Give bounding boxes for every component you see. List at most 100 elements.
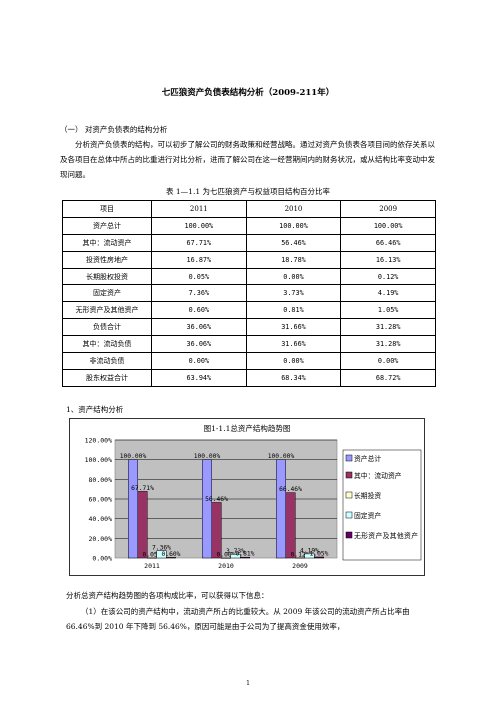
cell-value: 3.73% xyxy=(245,284,342,303)
data-label: 100.00% xyxy=(268,453,295,460)
data-label: 7.36% xyxy=(152,544,171,551)
row-label: 长期股权投资 xyxy=(62,267,152,286)
bar xyxy=(304,553,315,559)
legend-label: 资产总计 xyxy=(354,454,381,463)
cell-value: 16.13% xyxy=(340,250,436,269)
cell-value: 66.46% xyxy=(340,233,436,252)
cell-value: 7.36% xyxy=(151,284,247,303)
legend-swatch xyxy=(345,491,353,499)
cell-value: 100.00% xyxy=(151,216,247,235)
bar xyxy=(137,491,148,559)
document-title: 七匹狼资产负债表结构分析（2009-211年） xyxy=(161,88,335,98)
bar xyxy=(285,492,296,559)
bar xyxy=(166,557,176,559)
y-tick-label: 100.00% xyxy=(85,456,112,464)
row-label: 股东权益合计 xyxy=(62,368,152,387)
cell-value: 68.72% xyxy=(340,368,436,387)
row-label: 其中：流动负债 xyxy=(62,335,152,354)
data-label: 100.00% xyxy=(120,453,147,460)
cell-value: 31.28% xyxy=(340,318,436,337)
cell-value: 2011 xyxy=(151,200,247,218)
row-label: 非流动负债 xyxy=(62,352,152,370)
cell-value: 2009 xyxy=(340,200,436,218)
cell-value: 63.94% xyxy=(151,368,247,387)
table-row: 其中：流动负债 36.06% 31.66% 31.28% xyxy=(62,335,436,354)
cell-value: 1.05% xyxy=(340,301,436,320)
data-label: 0.81% xyxy=(236,551,255,558)
x-tick-label: 2009 xyxy=(292,562,308,570)
table-row: 负债合计 36.06% 31.66% 31.28% xyxy=(62,318,436,337)
x-tick-label: 2010 xyxy=(218,562,234,570)
y-tick-label: 0.00% xyxy=(92,555,112,563)
table-row: 固定资产 7.36% 3.73% 4.19% xyxy=(62,284,436,303)
section-heading: （一） 对资产负债表的结构分析 xyxy=(60,125,168,134)
bar xyxy=(128,459,138,559)
cell-value: 18.78% xyxy=(245,250,342,269)
intro-paragraph: 分析资产负债表的结构，可以初步了解公司的财务政策和经营战略。通过对资产负债表各项… xyxy=(60,140,435,179)
row-label: 投资性房地产 xyxy=(62,250,152,269)
table-row: 长期股权投资 0.05% 0.00% 0.12% xyxy=(62,267,436,286)
cell-value: 2010 xyxy=(245,200,342,218)
cell-value: 31.66% xyxy=(245,318,342,337)
cell-value: 68.34% xyxy=(245,368,342,387)
cell-value: 100.00% xyxy=(340,216,436,235)
row-label: 负债合计 xyxy=(62,318,152,337)
legend-swatch xyxy=(345,531,353,539)
row-label: 项目 xyxy=(62,200,152,218)
legend-label: 无形资产及其他资产 xyxy=(354,531,418,540)
y-tick-label: 80.00% xyxy=(89,476,113,484)
y-tick-label: 40.00% xyxy=(89,515,113,523)
legend-label: 其中：流动资产 xyxy=(354,471,402,480)
row-label: 无形资产及其他资产 xyxy=(62,301,152,320)
data-label: 0.05% xyxy=(143,551,162,558)
bar xyxy=(230,554,241,559)
data-label: 0.00% xyxy=(217,552,236,559)
cell-value: 36.06% xyxy=(151,335,247,354)
cell-value: 67.71% xyxy=(151,233,247,252)
cell-value: 0.00% xyxy=(245,267,342,286)
legend-label: 固定资产 xyxy=(354,511,381,520)
chart-title: 图1-1.1总资产结构趋势图 xyxy=(204,423,291,433)
legend xyxy=(342,449,422,561)
bar xyxy=(156,550,167,559)
cell-value: 0.00% xyxy=(245,352,342,370)
row-label: 固定资产 xyxy=(62,284,152,303)
cell-value: 16.87% xyxy=(151,250,247,269)
cell-value: 0.81% xyxy=(245,301,342,320)
legend-swatch xyxy=(345,511,353,519)
bar xyxy=(211,502,222,559)
table-row: 股东权益合计 63.94% 68.34% 68.72% xyxy=(62,368,436,387)
row-label: 资产总计 xyxy=(62,216,152,235)
cell-value: 0.00% xyxy=(340,352,436,370)
cell-value: 100.00% xyxy=(245,216,342,235)
y-tick-label: 20.00% xyxy=(89,535,113,543)
bar xyxy=(276,459,286,559)
table-row: 其中：流动资产 67.71% 56.46% 66.46% xyxy=(62,233,436,252)
data-label: 4.19% xyxy=(300,547,319,554)
data-label: 0.12% xyxy=(291,551,310,558)
table-row: 非流动负债 0.00% 0.00% 0.00% xyxy=(62,352,436,370)
cell-value: 4.19% xyxy=(340,284,436,303)
cell-value: 0.60% xyxy=(151,301,247,320)
cell-value: 31.28% xyxy=(340,335,436,354)
cell-value: 31.66% xyxy=(245,335,342,354)
bar xyxy=(240,556,250,559)
cell-value: 36.06% xyxy=(151,318,247,337)
bar xyxy=(314,556,324,559)
cell-value: 0.00% xyxy=(151,352,247,370)
y-tick-label: 60.00% xyxy=(89,496,113,504)
y-tick-label: 120.00% xyxy=(85,437,112,445)
page-number: 1 xyxy=(246,680,250,687)
row-label: 其中：流动资产 xyxy=(62,233,152,252)
legend-swatch xyxy=(345,471,353,479)
analysis-paragraph: （1）在该公司的资产结构中，流动资产所占的比重较大。从 2009 年该公司的流动… xyxy=(66,607,410,631)
structure-table: 项目 2011 2010 2009 资产总计 100.00% 100.00% 100.00% 其… xyxy=(62,200,436,387)
legend-swatch xyxy=(345,454,353,462)
table-row: 无形资产及其他资产 0.60% 0.81% 1.05% xyxy=(62,301,436,320)
data-label: 3.73% xyxy=(226,548,245,555)
table-header-row: 项目 2011 2010 2009 xyxy=(62,200,436,218)
data-label: 1.05% xyxy=(310,550,329,557)
data-label: 56.46% xyxy=(205,496,228,503)
cell-value: 0.12% xyxy=(340,267,436,286)
table-caption: 表 1—1.1 为七匹狼资产与权益项目结构百分比率 xyxy=(166,187,330,196)
